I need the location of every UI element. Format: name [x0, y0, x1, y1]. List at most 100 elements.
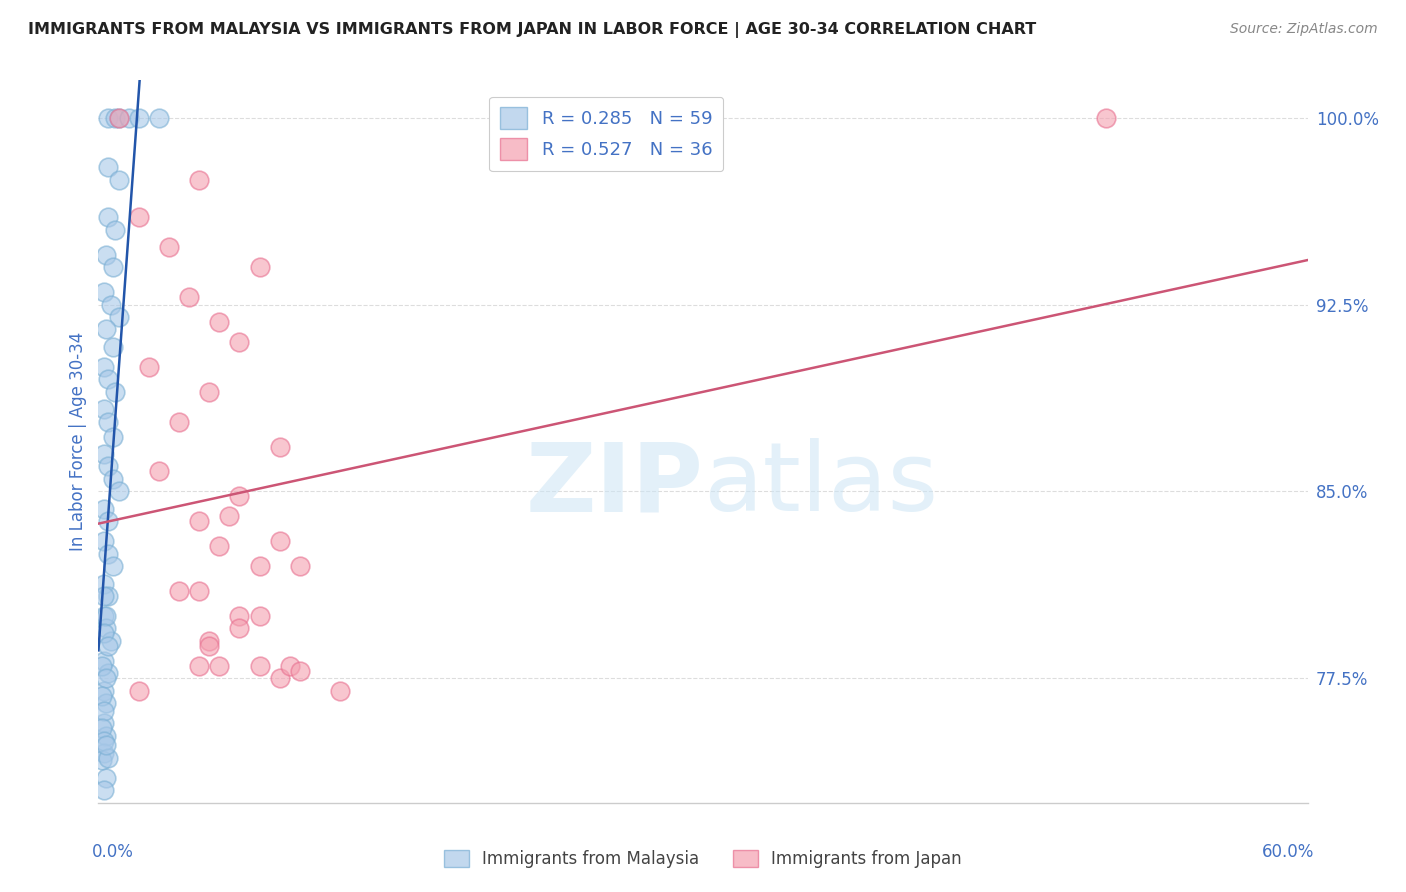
- Point: [269, 671, 291, 685]
- Point: [97, 459, 120, 474]
- Y-axis label: In Labor Force | Age 30-34: In Labor Force | Age 30-34: [69, 332, 87, 551]
- Point: [96, 696, 118, 710]
- Point: [93, 783, 115, 797]
- Point: [100, 633, 122, 648]
- Point: [97, 372, 120, 386]
- Point: [107, 111, 129, 125]
- Point: [97, 639, 120, 653]
- Point: [103, 111, 125, 125]
- Point: [97, 751, 120, 765]
- Point: [278, 658, 301, 673]
- Point: [93, 746, 115, 760]
- Point: [157, 240, 180, 254]
- Point: [148, 111, 170, 125]
- Point: [91, 754, 114, 768]
- Point: [97, 666, 120, 681]
- Point: [97, 161, 120, 175]
- Point: [91, 721, 114, 735]
- Point: [93, 359, 115, 374]
- Point: [249, 260, 271, 274]
- Point: [96, 739, 118, 753]
- Point: [228, 489, 250, 503]
- Point: [97, 415, 120, 429]
- Point: [96, 621, 118, 635]
- Point: [93, 733, 115, 747]
- Point: [101, 472, 124, 486]
- Point: [179, 290, 201, 304]
- Point: [101, 260, 124, 274]
- Point: [329, 683, 352, 698]
- Point: [97, 589, 120, 603]
- Point: [93, 654, 115, 668]
- Point: [249, 559, 271, 574]
- Point: [128, 111, 150, 125]
- Point: [198, 639, 221, 653]
- Point: [208, 539, 231, 553]
- Point: [148, 465, 170, 479]
- Point: [228, 334, 250, 349]
- Point: [107, 173, 129, 187]
- Legend: R = 0.285   N = 59, R = 0.527   N = 36: R = 0.285 N = 59, R = 0.527 N = 36: [489, 96, 723, 171]
- Point: [101, 429, 124, 443]
- Point: [93, 501, 115, 516]
- Point: [96, 248, 118, 262]
- Point: [198, 384, 221, 399]
- Point: [228, 609, 250, 624]
- Text: Source: ZipAtlas.com: Source: ZipAtlas.com: [1230, 22, 1378, 37]
- Point: [167, 415, 190, 429]
- Point: [103, 384, 125, 399]
- Point: [188, 514, 211, 528]
- Point: [128, 683, 150, 698]
- Text: 60.0%: 60.0%: [1263, 843, 1315, 861]
- Point: [128, 211, 150, 225]
- Point: [97, 547, 120, 561]
- Point: [96, 609, 118, 624]
- Text: 0.0%: 0.0%: [91, 843, 134, 861]
- Point: [93, 447, 115, 461]
- Point: [107, 310, 129, 324]
- Point: [96, 729, 118, 743]
- Point: [93, 609, 115, 624]
- Point: [91, 658, 114, 673]
- Point: [96, 771, 118, 785]
- Point: [93, 589, 115, 603]
- Point: [93, 576, 115, 591]
- Point: [101, 559, 124, 574]
- Point: [218, 509, 240, 524]
- Point: [101, 340, 124, 354]
- Point: [93, 716, 115, 731]
- Point: [1095, 111, 1118, 125]
- Point: [93, 285, 115, 299]
- Point: [107, 484, 129, 499]
- Point: [249, 658, 271, 673]
- Point: [97, 514, 120, 528]
- Point: [96, 671, 118, 685]
- Point: [188, 173, 211, 187]
- Point: [198, 633, 221, 648]
- Point: [97, 211, 120, 225]
- Point: [96, 322, 118, 336]
- Point: [269, 534, 291, 549]
- Point: [93, 626, 115, 640]
- Point: [93, 534, 115, 549]
- Point: [288, 664, 311, 678]
- Point: [249, 609, 271, 624]
- Text: ZIP: ZIP: [524, 438, 703, 532]
- Point: [103, 223, 125, 237]
- Point: [100, 297, 122, 311]
- Point: [93, 683, 115, 698]
- Point: [91, 689, 114, 703]
- Point: [118, 111, 141, 125]
- Point: [208, 658, 231, 673]
- Point: [167, 584, 190, 599]
- Point: [208, 315, 231, 329]
- Point: [269, 440, 291, 454]
- Point: [228, 621, 250, 635]
- Point: [93, 402, 115, 417]
- Point: [93, 704, 115, 718]
- Point: [188, 584, 211, 599]
- Point: [107, 111, 129, 125]
- Point: [288, 559, 311, 574]
- Point: [138, 359, 160, 374]
- Text: atlas: atlas: [703, 438, 938, 532]
